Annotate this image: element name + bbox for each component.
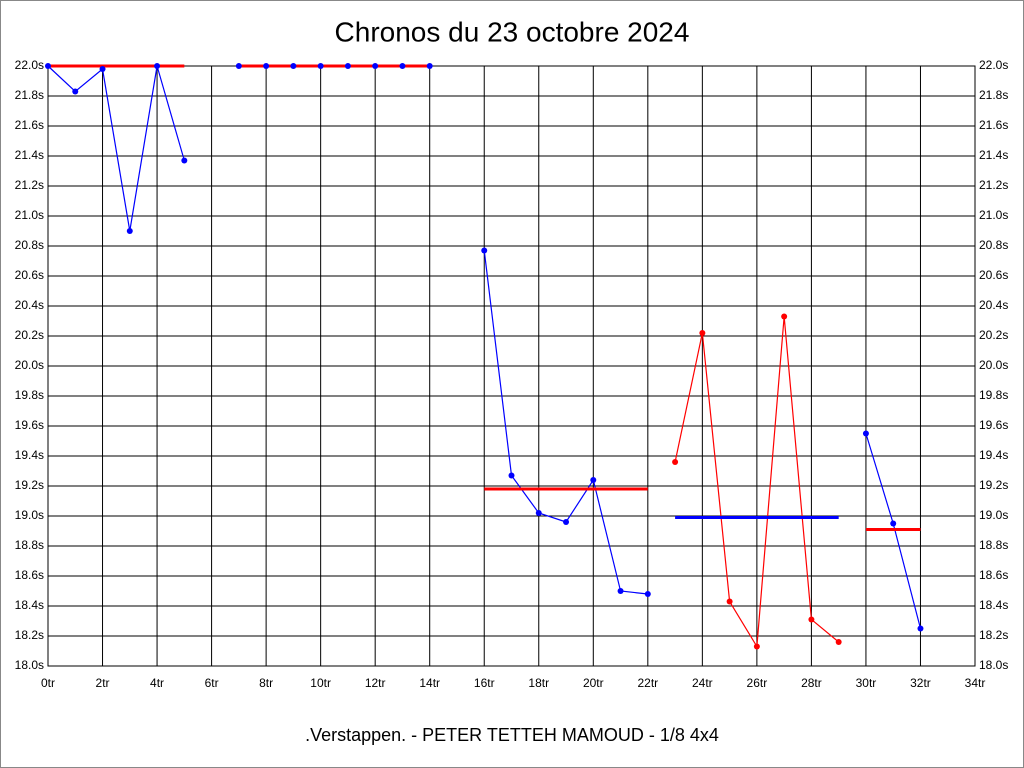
data-point [672,459,679,465]
y-tick-label: 21.6s [15,118,44,132]
y-tick-label-right: 18.4s [979,598,1008,612]
x-tick-label: 6tr [205,676,219,690]
y-tick-label: 18.8s [15,538,44,552]
y-tick-label: 21.2s [15,178,44,192]
y-tick-label-right: 20.6s [979,268,1008,282]
y-tick-label: 20.2s [15,328,44,342]
y-tick-label-right: 18.8s [979,538,1008,552]
y-tick-label: 21.0s [15,208,44,222]
data-point [781,313,788,320]
data-point [481,247,488,254]
data-point [890,520,897,527]
data-point [563,519,570,525]
y-tick-label: 18.4s [15,598,44,612]
data-point [181,157,188,164]
x-tick-label: 16tr [474,676,495,690]
data-point [317,63,324,69]
y-tick-label-right: 19.2s [979,478,1008,492]
data-point [644,591,651,597]
y-tick-label: 19.2s [15,478,44,492]
data-point [45,63,51,69]
y-tick-label-right: 19.8s [979,388,1008,402]
x-tick-label: 32tr [910,676,931,690]
data-point [699,330,706,336]
y-tick-label: 18.2s [15,628,44,642]
y-tick-label: 18.6s [15,568,44,582]
y-tick-label-right: 20.2s [979,328,1008,342]
data-point [753,643,760,650]
data-point [372,63,379,69]
y-tick-label: 20.8s [15,238,44,252]
data-point [617,588,624,594]
y-tick-label: 19.8s [15,388,44,402]
x-tick-label: 30tr [856,676,877,690]
x-tick-label: 0tr [41,676,55,690]
y-tick-label-right: 21.2s [979,178,1008,192]
data-point [235,63,242,69]
y-tick-label-right: 19.0s [979,508,1008,522]
y-tick-label-right: 18.2s [979,628,1008,642]
data-point [290,63,297,69]
chart-title: Chronos du 23 octobre 2024 [335,16,690,47]
y-tick-label-right: 21.8s [979,88,1008,102]
data-point [508,472,515,479]
data-point [426,63,433,69]
y-tick-label: 21.4s [15,148,44,162]
data-point [344,63,351,69]
data-point [917,625,924,632]
y-tick-label: 19.6s [15,418,44,432]
y-tick-label-right: 18.6s [979,568,1008,582]
data-point [808,616,815,623]
x-tick-label: 24tr [692,676,713,690]
data-point [399,63,406,69]
data-point [154,63,161,69]
x-tick-label: 12tr [365,676,386,690]
data-point [590,477,597,483]
y-tick-label-right: 21.6s [979,118,1008,132]
y-tick-label: 19.4s [15,448,44,462]
y-tick-label: 18.0s [15,658,44,672]
x-tick-label: 34tr [965,676,986,690]
data-point [126,228,133,234]
x-tick-label: 26tr [747,676,768,690]
y-tick-label: 20.0s [15,358,44,372]
x-tick-label: 10tr [310,676,331,690]
y-tick-label-right: 20.8s [979,238,1008,252]
data-point [835,639,842,645]
x-tick-label: 4tr [150,676,164,690]
chart-subtitle: .Verstappen. - PETER TETTEH MAMOUD - 1/8… [305,725,719,745]
y-tick-label: 20.6s [15,268,44,282]
y-tick-label: 19.0s [15,508,44,522]
x-tick-label: 20tr [583,676,604,690]
y-tick-label-right: 20.4s [979,298,1008,312]
y-tick-label: 22.0s [15,58,44,72]
data-point [99,66,106,72]
x-tick-label: 2tr [96,676,110,690]
x-tick-label: 14tr [419,676,440,690]
x-tick-label: 28tr [801,676,822,690]
y-tick-label-right: 20.0s [979,358,1008,372]
y-tick-label-right: 18.0s [979,658,1008,672]
x-tick-label: 18tr [528,676,549,690]
data-point [862,430,869,437]
data-point [263,63,270,69]
y-tick-label: 21.8s [15,88,44,102]
y-tick-label-right: 21.4s [979,148,1008,162]
y-tick-label-right: 21.0s [979,208,1008,222]
y-tick-label-right: 22.0s [979,58,1008,72]
y-tick-label-right: 19.4s [979,448,1008,462]
plot-frame [47,65,976,667]
y-tick-label-right: 19.6s [979,418,1008,432]
data-point [72,88,79,95]
data-point [535,510,542,516]
data-point [726,598,733,605]
x-tick-label: 22tr [637,676,658,690]
y-tick-label: 20.4s [15,298,44,312]
x-tick-label: 8tr [259,676,273,690]
